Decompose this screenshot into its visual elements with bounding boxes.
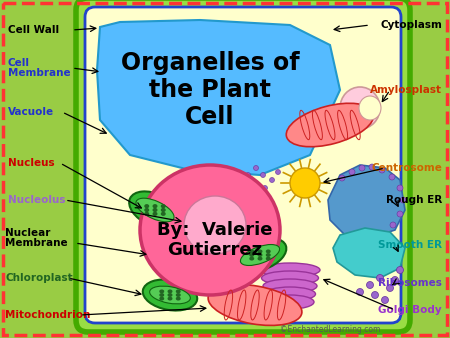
Text: By:  Valerie
Gutierrez: By: Valerie Gutierrez [157, 221, 273, 259]
Text: Golgi Body: Golgi Body [378, 305, 442, 315]
Ellipse shape [266, 253, 271, 257]
Polygon shape [97, 20, 340, 175]
Ellipse shape [161, 204, 166, 208]
Ellipse shape [359, 96, 381, 120]
Ellipse shape [356, 289, 364, 295]
Ellipse shape [153, 208, 158, 212]
Ellipse shape [382, 296, 388, 304]
Ellipse shape [260, 263, 320, 277]
Ellipse shape [372, 291, 378, 298]
Ellipse shape [249, 249, 254, 254]
Ellipse shape [140, 165, 280, 295]
Ellipse shape [159, 297, 164, 300]
Ellipse shape [150, 286, 190, 304]
Ellipse shape [161, 208, 166, 212]
Ellipse shape [262, 186, 267, 191]
Ellipse shape [167, 293, 172, 297]
Ellipse shape [389, 174, 395, 180]
Ellipse shape [167, 297, 172, 300]
Ellipse shape [144, 212, 149, 216]
Ellipse shape [265, 287, 315, 301]
Ellipse shape [176, 289, 181, 293]
Ellipse shape [257, 253, 262, 257]
Ellipse shape [390, 222, 396, 228]
Ellipse shape [257, 249, 262, 254]
Ellipse shape [246, 172, 251, 177]
Ellipse shape [129, 191, 181, 228]
Ellipse shape [366, 282, 373, 289]
Ellipse shape [263, 279, 317, 293]
Text: Nucleolus: Nucleolus [8, 195, 66, 205]
Text: ©EnchantedLearning.com: ©EnchantedLearning.com [280, 325, 380, 335]
Ellipse shape [266, 257, 271, 261]
Ellipse shape [396, 266, 404, 273]
Ellipse shape [290, 168, 320, 198]
Ellipse shape [161, 212, 166, 216]
Ellipse shape [136, 198, 174, 222]
Ellipse shape [359, 165, 365, 171]
Ellipse shape [176, 293, 181, 297]
Ellipse shape [153, 204, 158, 208]
Ellipse shape [143, 280, 197, 311]
Text: Organelles of
the Plant
Cell: Organelles of the Plant Cell [121, 51, 299, 129]
FancyBboxPatch shape [76, 0, 410, 332]
Polygon shape [333, 228, 405, 278]
Text: Cytoplasm: Cytoplasm [380, 20, 442, 30]
Ellipse shape [144, 204, 149, 208]
Text: Cell
Membrane: Cell Membrane [8, 57, 71, 78]
Ellipse shape [240, 244, 279, 265]
Ellipse shape [379, 167, 385, 173]
Ellipse shape [275, 169, 280, 174]
Text: Nuclear
Membrane: Nuclear Membrane [5, 227, 67, 248]
Text: Cell Wall: Cell Wall [8, 25, 59, 35]
Text: Chloroplast: Chloroplast [5, 273, 72, 283]
Ellipse shape [339, 175, 345, 181]
Text: Rough ER: Rough ER [386, 195, 442, 205]
Ellipse shape [261, 172, 265, 177]
Ellipse shape [167, 289, 172, 293]
Ellipse shape [377, 274, 383, 282]
Ellipse shape [340, 87, 380, 129]
Ellipse shape [257, 257, 262, 261]
Text: Vacuole: Vacuole [8, 107, 54, 117]
Ellipse shape [397, 211, 403, 217]
Text: Amylosplast: Amylosplast [370, 85, 442, 95]
Ellipse shape [349, 169, 355, 175]
Ellipse shape [253, 166, 258, 170]
Text: Smooth ER: Smooth ER [378, 240, 442, 250]
Ellipse shape [176, 297, 181, 300]
Ellipse shape [208, 285, 302, 325]
Text: Ribosomes: Ribosomes [378, 278, 442, 288]
Polygon shape [328, 165, 405, 238]
Text: Centrosome: Centrosome [371, 163, 442, 173]
Ellipse shape [270, 177, 274, 183]
Ellipse shape [387, 285, 393, 291]
Ellipse shape [261, 271, 319, 285]
Ellipse shape [159, 289, 164, 293]
Ellipse shape [392, 276, 399, 284]
Ellipse shape [266, 249, 271, 254]
Ellipse shape [159, 293, 164, 297]
Ellipse shape [286, 103, 374, 147]
Ellipse shape [144, 208, 149, 212]
Ellipse shape [153, 212, 158, 216]
Ellipse shape [397, 185, 403, 191]
Ellipse shape [199, 264, 221, 286]
Ellipse shape [369, 164, 375, 170]
Ellipse shape [400, 197, 406, 203]
Ellipse shape [184, 196, 246, 254]
Ellipse shape [252, 183, 257, 188]
Ellipse shape [249, 253, 254, 257]
Ellipse shape [266, 295, 314, 309]
Ellipse shape [234, 238, 286, 272]
Text: Nucleus: Nucleus [8, 158, 54, 168]
FancyBboxPatch shape [85, 7, 401, 323]
Ellipse shape [249, 257, 254, 261]
Text: Mitochondrion: Mitochondrion [5, 310, 90, 320]
